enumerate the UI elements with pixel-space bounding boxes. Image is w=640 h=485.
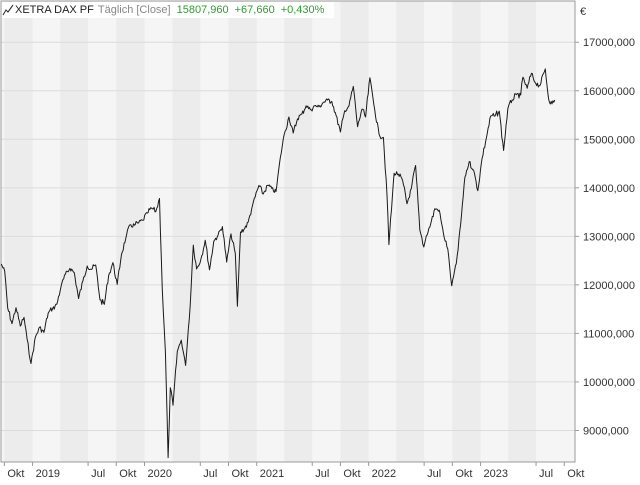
- y-tick-label-5: 14000,000: [583, 183, 635, 195]
- band-8: [452, 1, 481, 462]
- x-axis: Okt 2019 Jul Okt 2020 Jul Okt 2021 Jul Okt 2022 Jul…: [3, 462, 584, 480]
- y-tick-label-7: 16000,000: [583, 86, 635, 98]
- x-tick-label-4: 2020: [148, 468, 172, 480]
- y-tick-label-1: 10000,000: [583, 377, 635, 389]
- band-6: [340, 1, 369, 462]
- x-tick-label-13: 2023: [484, 468, 508, 480]
- dax-price-line: [0, 68, 556, 459]
- y-tick-label-8: 17000,000: [583, 37, 635, 49]
- y-axis: 9000,000 10000,000 11000,000 12000,000 13000…: [575, 37, 635, 437]
- plot-frame: [0, 0, 576, 463]
- x-tick-label-14: Jul: [539, 468, 553, 480]
- change-percent: +0,430%: [280, 4, 325, 16]
- x-tick-label-10: 2022: [372, 468, 396, 480]
- x-tick-label-2: Jul: [91, 468, 105, 480]
- band-0: [4, 1, 33, 462]
- line-chart-icon: [2, 4, 14, 16]
- interval-mode: Täglich [Close]: [97, 4, 171, 16]
- x-tick-label-15: Okt: [567, 468, 584, 480]
- change-value: +67,660: [234, 4, 275, 16]
- instrument-name: XETRA DAX PF: [15, 4, 94, 16]
- y-tick-label-4: 13000,000: [583, 231, 635, 243]
- last-close-value: 15807,960: [176, 4, 229, 16]
- gridlines: [1, 41, 575, 431]
- x-tick-label-0: Okt: [7, 468, 24, 480]
- x-tick-label-3: Okt: [119, 468, 136, 480]
- band-3: [172, 1, 201, 462]
- y-tick-label-2: 11000,000: [583, 328, 634, 340]
- band-1: [60, 1, 89, 462]
- chart-header: XETRA DAX PF Täglich [Close] 15807,960 +…: [2, 2, 335, 18]
- x-tick-label-5: Jul: [203, 468, 217, 480]
- band-2: [116, 1, 145, 462]
- y-tick-label-0: 9000,000: [583, 425, 629, 437]
- currency-label: €: [580, 6, 586, 18]
- x-tick-label-8: Jul: [315, 468, 329, 480]
- x-tick-label-7: 2021: [260, 468, 284, 480]
- x-tick-label-11: Jul: [427, 468, 441, 480]
- band-7: [396, 1, 425, 462]
- band-5: [284, 1, 313, 462]
- x-tick-label-9: Okt: [343, 468, 360, 480]
- x-tick-label-12: Okt: [455, 468, 472, 480]
- shaded-quarter-bands: [1, 1, 575, 462]
- x-tick-label-1: 2019: [36, 468, 60, 480]
- band-9: [508, 1, 537, 462]
- y-tick-label-6: 15000,000: [583, 134, 635, 146]
- x-tick-label-6: Okt: [232, 468, 249, 480]
- y-tick-label-3: 12000,000: [583, 280, 635, 292]
